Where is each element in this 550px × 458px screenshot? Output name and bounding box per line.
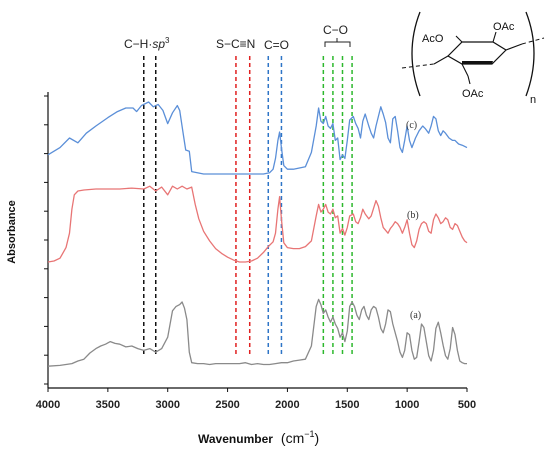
x-tick-label-1500: 1500	[335, 399, 359, 411]
structure-bonds	[433, 31, 523, 85]
trace-label-b: (b)	[407, 210, 419, 221]
co-label: C−O	[323, 23, 348, 37]
trace-c	[47, 101, 468, 175]
x-tick-label-3500: 3500	[96, 399, 120, 411]
structure-aco: AcO	[422, 33, 444, 45]
structure-left-paren	[411, 11, 421, 97]
x-tick-label-1000: 1000	[395, 399, 419, 411]
x-tick-label-500: 500	[458, 399, 476, 411]
co-bracket	[324, 38, 351, 47]
x-tick-label-3000: 3000	[155, 399, 179, 411]
x-axis-title: Wavenumber (cm−1)	[198, 429, 319, 446]
x-tick-label-4000: 4000	[36, 399, 60, 411]
x-tick-label-2500: 2500	[215, 399, 239, 411]
scn-label: S−C≡N	[216, 37, 255, 51]
y-axis-title: Absorbance	[6, 200, 18, 264]
axis-titles: Wavenumber (cm−1) Absorbance	[6, 200, 319, 446]
trace-label-c: (c)	[406, 120, 417, 131]
structure-dash-left	[401, 63, 435, 69]
structure-ring	[447, 41, 507, 65]
structure-subscript-n: n	[530, 94, 536, 106]
structure-dash-right	[521, 37, 545, 45]
structure-oac-top: OAc	[493, 21, 515, 33]
annotations: C−H·sp3 S−C≡N C=O C−O	[124, 23, 351, 52]
x-tick-label-2000: 2000	[275, 399, 299, 411]
trace-label-a: (a)	[410, 310, 421, 321]
structure-right-paren	[525, 11, 535, 97]
structure-wedge	[462, 61, 493, 64]
trace-labels: (c) (b) (a)	[406, 120, 421, 321]
trace-a	[47, 298, 467, 367]
ch-label: C−H·sp3	[124, 36, 170, 51]
plot-area: 4000 3500 3000 2500 2000 1500 1000 500	[36, 56, 476, 411]
chemical-structure: OAc AcO OAc n	[401, 11, 545, 106]
trace-b	[47, 185, 468, 263]
co-double-label: C=O	[264, 38, 289, 52]
structure-oac-bottom: OAc	[462, 88, 484, 100]
